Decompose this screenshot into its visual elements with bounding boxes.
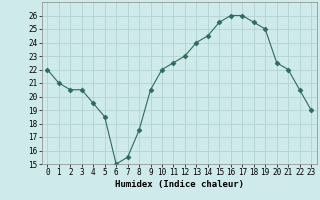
X-axis label: Humidex (Indice chaleur): Humidex (Indice chaleur)	[115, 180, 244, 189]
